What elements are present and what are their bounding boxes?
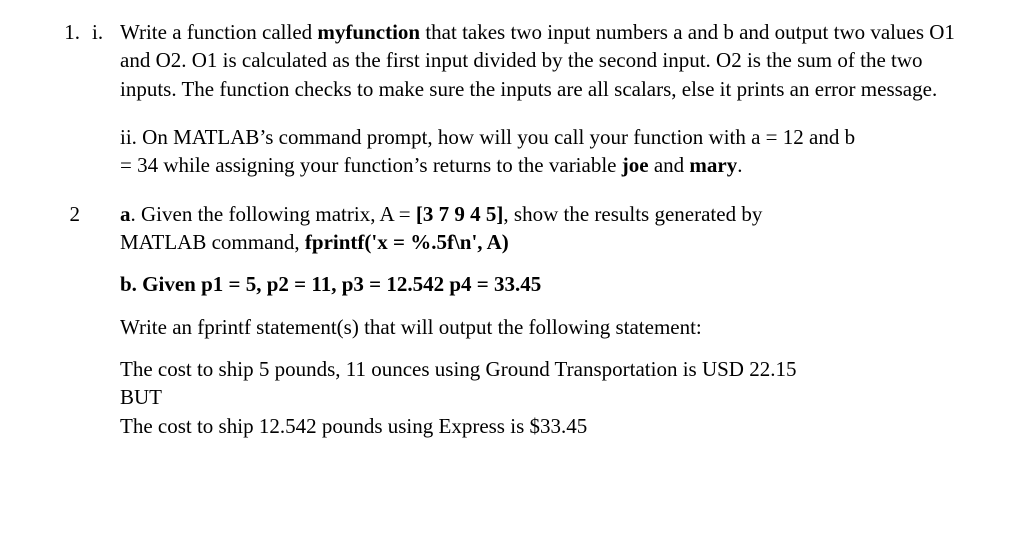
q2a-line2-pre: MATLAB command,: [120, 230, 305, 254]
q1ii-mary: mary: [689, 153, 737, 177]
q1i-fnname: myfunction: [317, 20, 420, 44]
question-2-a: a. Given the following matrix, A = [3 7 …: [120, 200, 974, 257]
question-1-ii: ii. On MATLAB’s command prompt, how will…: [50, 123, 974, 180]
q2-output-line1: The cost to ship 5 pounds, 11 ounces usi…: [120, 355, 974, 383]
q2-number: 2: [50, 200, 80, 228]
q1ii-line1: ii. On MATLAB’s command prompt, how will…: [120, 123, 974, 151]
q2-output-intro: Write an fprintf statement(s) that will …: [120, 313, 974, 341]
q1-number: 1.: [50, 18, 80, 46]
q1ii-period: .: [737, 153, 742, 177]
q1ii-joe: joe: [622, 153, 649, 177]
q2a-mid: , show the results generated by: [503, 202, 762, 226]
q2a-line2: MATLAB command, fprintf('x = %.5f\n', A): [120, 228, 974, 256]
question-2-b: b. Given p1 = 5, p2 = 11, p3 = 12.542 p4…: [120, 270, 974, 298]
q1ii-line2-pre: = 34 while assigning your function’s ret…: [120, 153, 622, 177]
q2-output-line2: BUT: [120, 383, 974, 411]
q2a-line1: a. Given the following matrix, A = [3 7 …: [120, 200, 974, 228]
q2a-pre: . Given the following matrix, A =: [131, 202, 416, 226]
q2a-cmd: fprintf('x = %.5f\n', A): [305, 230, 509, 254]
q1ii-and: and: [649, 153, 690, 177]
q1ii-line2: = 34 while assigning your function’s ret…: [120, 151, 974, 179]
q2a-label: a: [120, 202, 131, 226]
q2a-matrix: [3 7 9 4 5]: [416, 202, 504, 226]
q1i-text-pre: Write a function called: [120, 20, 317, 44]
question-2: 2 a. Given the following matrix, A = [3 …: [50, 200, 974, 440]
question-1-i: 1. i. Write a function called myfunction…: [50, 18, 974, 103]
q1i-roman: i.: [92, 18, 103, 46]
document-page: 1. i. Write a function called myfunction…: [0, 0, 1024, 450]
question-1: 1. i. Write a function called myfunction…: [50, 18, 974, 180]
q2-output-line3: The cost to ship 12.542 pounds using Exp…: [120, 412, 974, 440]
